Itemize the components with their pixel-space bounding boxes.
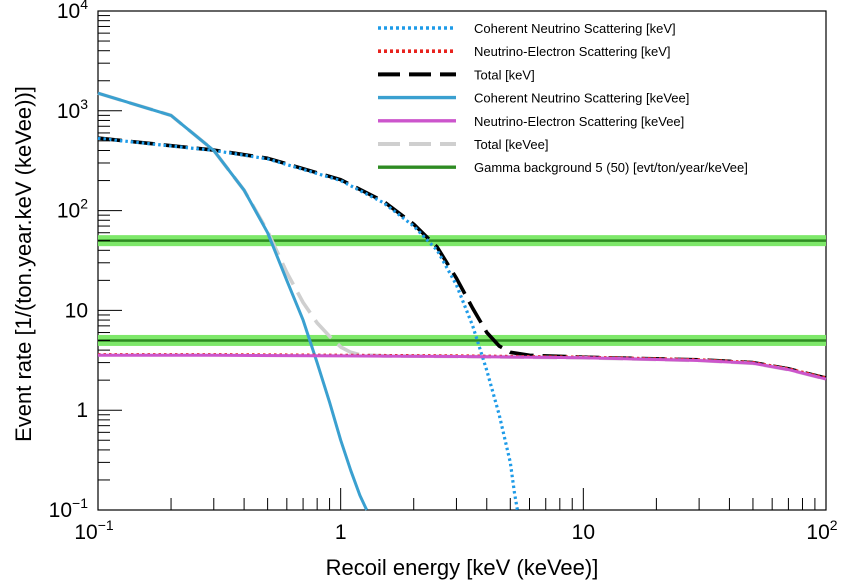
legend-entry-1: Neutrino-Electron Scattering [keV] xyxy=(474,44,671,59)
y-tick-label: 104 xyxy=(57,0,88,23)
x-tick-label: 10−1 xyxy=(74,517,114,544)
legend: Coherent Neutrino Scattering [keV] Neutri… xyxy=(378,21,748,175)
series-line-1 xyxy=(98,353,827,380)
x-tick-label: 1 xyxy=(335,521,347,544)
x-tick-label: 10 xyxy=(572,521,595,544)
series-line-0 xyxy=(97,136,519,511)
x-tick-label: 102 xyxy=(806,517,837,544)
legend-entry-6: Gamma background 5 (50) [evt/ton/year/ke… xyxy=(474,160,748,175)
plot-frame xyxy=(97,10,827,511)
y-tick-label: 102 xyxy=(57,196,88,223)
x-axis-title: Recoil energy [keV (keVee)] xyxy=(326,555,599,580)
gamma-bands xyxy=(98,235,826,346)
plot-area-border xyxy=(97,10,827,511)
legend-entry-0: Coherent Neutrino Scattering [keV] xyxy=(474,21,676,36)
y-tick-label: 10−1 xyxy=(49,495,89,522)
series-line-4 xyxy=(98,353,827,381)
series-lines xyxy=(97,91,827,511)
y-tick-label: 103 xyxy=(57,96,88,123)
axis-ticks xyxy=(97,15,816,511)
legend-entry-2: Total [keV] xyxy=(474,67,535,82)
legend-entry-3: Coherent Neutrino Scattering [keVee] xyxy=(474,91,689,106)
legend-entry-4: Neutrino-Electron Scattering [keVee] xyxy=(474,114,684,129)
series-line-3 xyxy=(97,91,369,511)
y-tick-label: 10 xyxy=(65,299,88,322)
legend-entry-5: Total [keVee] xyxy=(474,137,548,152)
y-tick-label: 1 xyxy=(76,399,88,422)
tick-labels: 10−1 1 10 102 10−1 1 10 102 103 104 xyxy=(49,0,838,544)
y-axis-title: Event rate [1/(ton.year.keV (keVee))] xyxy=(11,86,36,442)
